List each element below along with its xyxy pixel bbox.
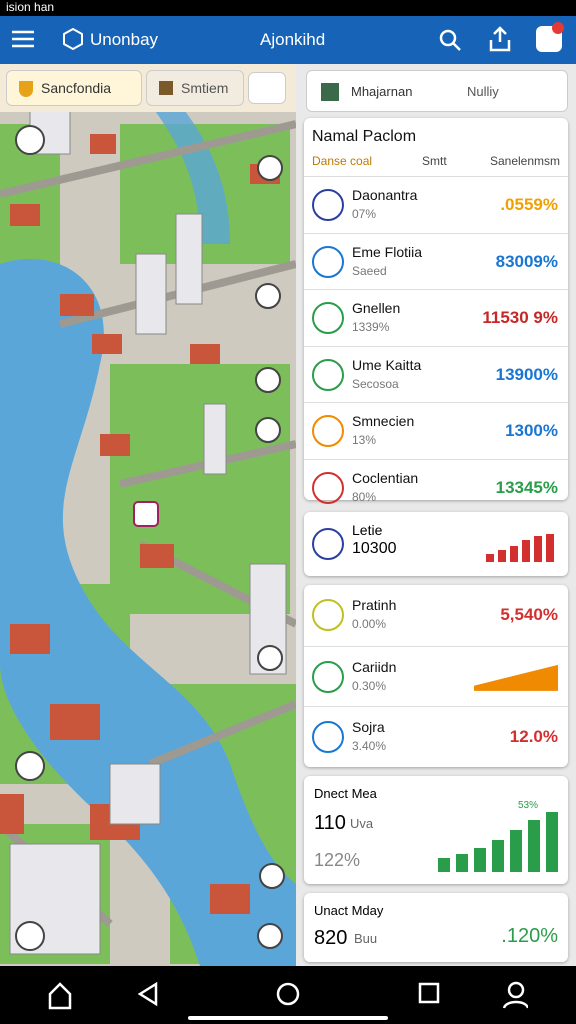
card-change: 122% [314,850,361,870]
row-name: Sojra [352,719,385,736]
row-percent: 11530 9% [482,308,558,328]
row-name: Smnecien [352,413,415,430]
card-value: 820 [314,927,348,949]
row-sub: 0.30% [352,678,387,693]
status-bar: ision han [0,0,576,16]
status-text: ision han [6,0,55,14]
app-name: Unonbay [90,30,159,49]
row-percent: 13345% [495,477,558,497]
row-sub: 1339% [352,320,390,335]
row-sub: 0.00% [352,617,387,632]
card-title: Namal Paclom [312,128,417,145]
row-name: Cariidn [352,658,397,675]
map-tab[interactable]: Sancfondia [6,70,142,106]
card-unit: Uva [350,816,374,831]
search-button[interactable] [438,28,462,52]
page-title: Ajonkihd [260,30,326,49]
row-sub: Secosoa [352,376,399,391]
row-percent: .0559% [500,195,558,215]
row-icon [312,245,344,278]
row-name: Daonantra [352,187,418,204]
menu-button[interactable] [12,30,34,48]
panel-tabs: Mhajarnan Nulliy [306,70,568,112]
stats-card: Namal Paclom Danse coal Smtt Sanelenmsm … [304,118,568,504]
row-sub: 3.40% [352,739,387,754]
tab-label: Smtiem [181,80,229,96]
row-name: Gnellen [352,300,401,317]
row-name: Eme Flotiia [352,243,423,260]
row-sub: 80% [352,489,377,504]
panel-tab[interactable]: Mhajarnan [351,84,413,99]
row-icon [312,189,344,222]
row-name: Pratinh [352,597,397,614]
card-unit: Buu [354,931,378,946]
list-row: Cariidn 0.30% [304,645,568,707]
trend-card: Dnect Mea 110 Uva 122% 53% [304,776,568,884]
list-row: Eme Flotiia Saeed 83009% [304,232,568,290]
row-icon [312,415,344,448]
chart-label: 53% [518,800,539,811]
mini-bars [438,812,558,872]
card-value: 10300 [352,540,397,557]
list-row: Daonantra 07% .0559% [304,176,568,233]
list-row: Gnellen 1339% 11530 9% [304,289,568,346]
notification-button[interactable] [536,22,564,52]
row-icon [312,599,344,632]
trend-card: Unact Mday 820 Buu .120% [304,893,568,962]
row-percent: 5,540% [500,605,558,625]
row-name: Coclentian [352,469,419,486]
row-name: Ume Kaitta [352,356,422,373]
row-percent: 12.0% [509,727,558,747]
card-label: Unact Mday [314,903,384,918]
tab-label: Sancfondia [41,80,112,96]
row-sub: 13% [352,433,377,448]
list-row: Ume Kaitta Secosoa 13900% [304,345,568,403]
row-sub: Saeed [352,263,387,278]
app-logo [63,28,83,50]
column-header: Smtt [422,154,447,168]
card-label: Dnect Mea [314,786,377,801]
list-row: Pratinh 0.00% 5,540% [304,585,568,646]
summary-card: Letie 10300 [304,512,568,576]
row-percent: 83009% [495,251,558,271]
column-header: Sanelenmsm [489,154,560,168]
map-locate-button[interactable] [248,72,286,104]
column-header: Danse coal [312,154,373,168]
row-icon [312,358,344,391]
share-button[interactable] [488,26,512,52]
panel-tab[interactable]: Nulliy [467,84,499,99]
map-tab[interactable]: Smtiem [146,70,244,106]
app-bar: Unonbay Ajonkihd [0,16,576,64]
mini-bars [474,664,558,691]
metrics-card: Pratinh 0.00% 5,540% Cariidn 0.30% Sojra 3.40%… [304,585,568,767]
row-sub: 07% [352,207,377,222]
row-icon [312,660,344,693]
card-value: 110 [314,812,346,834]
row-percent: 13900% [495,364,558,384]
list-row: Smnecien 13% 1300% [304,402,568,459]
list-row: Sojra 3.40% 12.0% [304,706,568,767]
map[interactable] [0,64,296,966]
row-percent: 1300% [505,421,558,441]
list-row: Coclentian 80% 13345% [304,458,568,516]
card-label: Letie [352,522,383,538]
nav-icons[interactable] [48,980,528,1010]
row-icon [312,721,344,754]
row-icon [312,302,344,335]
card-change: .120% [501,925,558,947]
mini-bars [486,534,554,562]
map-tabs: Sancfondia Smtiem [0,64,296,112]
nav-bar [0,966,576,1024]
row-icon [312,471,344,504]
